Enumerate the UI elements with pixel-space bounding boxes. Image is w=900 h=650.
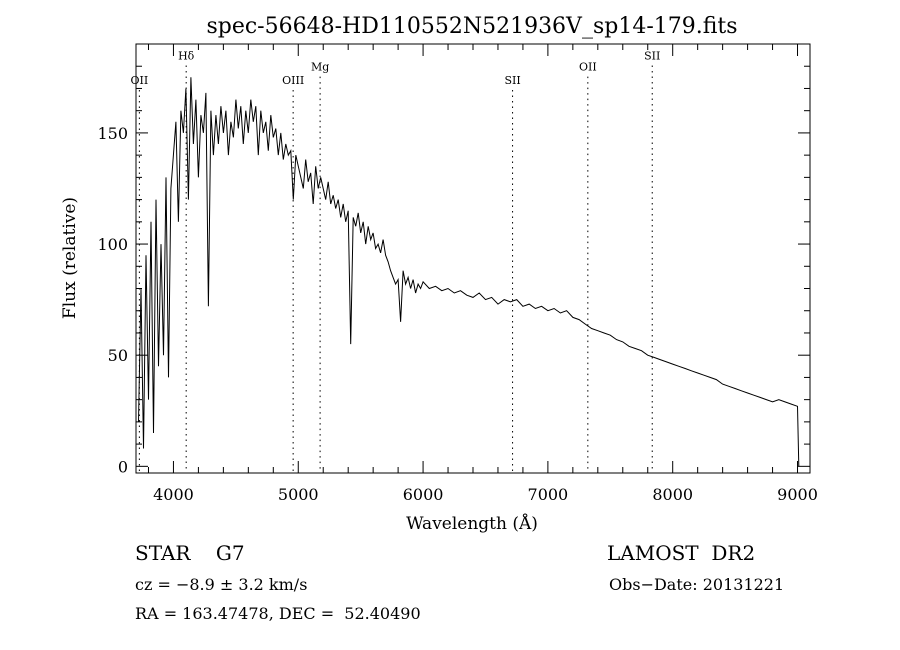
y-axis-label: Flux (relative) xyxy=(60,197,80,319)
survey-name: LAMOST DR2 xyxy=(607,541,756,565)
annotation-label: OIII xyxy=(282,74,304,87)
x-tick-label: 9000 xyxy=(777,485,818,504)
chart-title: spec-56648-HD110552N521936V_sp14-179.fit… xyxy=(206,14,737,39)
redshift-line: cz = −8.9 ± 3.2 km/s xyxy=(135,575,308,594)
annotation-label: Hδ xyxy=(178,50,195,63)
y-tick-label: 0 xyxy=(118,457,128,476)
annotation-label: SII xyxy=(504,74,520,87)
axis-ticks: 4000 5000 6000 7000 8000 9000 0 50 100 150 xyxy=(97,43,818,504)
coordinates-line: RA = 163.47478, DEC = 52.40490 xyxy=(135,604,421,623)
y-tick-label: 100 xyxy=(97,235,128,254)
annotation-label: SII xyxy=(644,50,660,63)
line-annotations: OII Hδ OIII Mg SII OII SII xyxy=(131,50,660,473)
annotation-label: Mg xyxy=(311,61,329,74)
series-layer xyxy=(138,77,800,467)
annotation-label: OII xyxy=(131,74,149,87)
x-tick-label: 7000 xyxy=(528,485,569,504)
x-tick-label: 4000 xyxy=(153,485,194,504)
object-class: STAR G7 xyxy=(135,541,245,565)
x-axis-label: Wavelength (Å) xyxy=(406,513,538,534)
observation-date: Obs−Date: 20131221 xyxy=(609,575,785,594)
y-tick-label: 150 xyxy=(97,124,128,143)
annotation-label: OII xyxy=(579,61,597,74)
spectrum-line xyxy=(138,77,800,467)
y-tick-label: 50 xyxy=(108,346,128,365)
x-tick-label: 5000 xyxy=(278,485,319,504)
x-tick-label: 6000 xyxy=(403,485,444,504)
x-tick-label: 8000 xyxy=(652,485,693,504)
